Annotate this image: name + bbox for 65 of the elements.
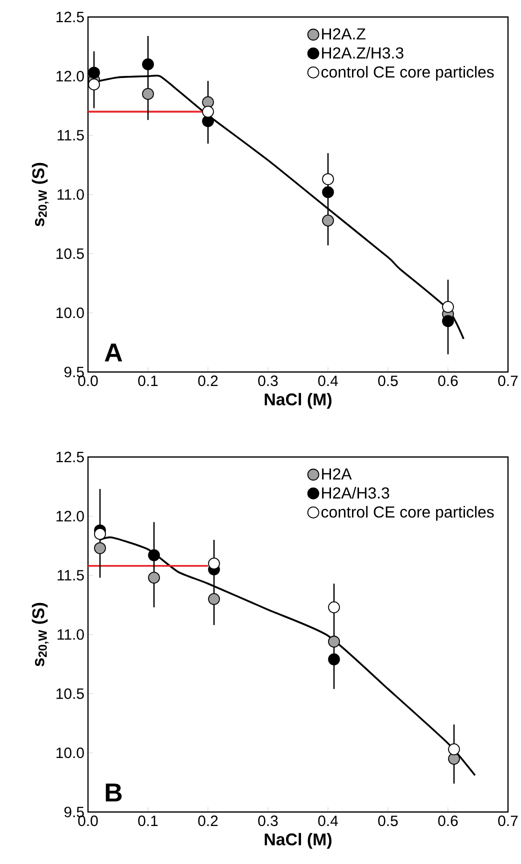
x-tick-label: 0.1 (138, 816, 158, 826)
y-tick-label: 10.0 (56, 748, 84, 758)
x-tick-label: 0.1 (138, 376, 158, 386)
legend-label: H2A (322, 468, 352, 480)
point (88, 78, 100, 90)
point (208, 593, 220, 605)
point (202, 115, 214, 128)
point (208, 558, 220, 570)
y-axis-title: s$_{20,W}$ (S) (32, 162, 49, 226)
y-tick-label: 11.5 (58, 570, 84, 581)
legend-label: control CE core particles (321, 66, 494, 81)
y-tick-label: 11.5 (58, 130, 84, 141)
y-axis-title: s$_{20,W}$ (S) (32, 602, 49, 666)
x-tick-label: 0.6 (438, 816, 458, 826)
x-tick-label: 0.7 (498, 376, 518, 386)
point (202, 96, 214, 108)
x-tick-label: 0.2 (198, 816, 218, 826)
point (328, 601, 340, 614)
legend-label: H2A/H3.3 (322, 486, 390, 499)
legend-label: control CE core particles (321, 506, 494, 521)
x-tick-label: 0.0 (78, 816, 98, 826)
y-tick-label: 10.5 (56, 688, 84, 699)
point (94, 528, 106, 540)
x-tick-label: 0.3 (258, 376, 278, 386)
y-tick-label: 11.0 (58, 189, 84, 200)
point (148, 572, 160, 584)
x-tick-label: 0.7 (498, 816, 518, 826)
annotation: A (104, 344, 122, 362)
y-tick-label: 12.5 (56, 12, 84, 22)
y-tick-label: 12.5 (56, 452, 84, 462)
legend-label: H2A.Z (322, 28, 366, 40)
x-tick-label: 0.0 (78, 376, 98, 386)
legend-label: H2A.Z/H3.3 (322, 46, 404, 59)
x-tick-label: 0.4 (318, 816, 338, 826)
x-tick-label: 0.5 (378, 376, 398, 386)
annotation: B (106, 784, 122, 802)
x-axis-title: NaCl (M) (264, 832, 332, 849)
point (142, 88, 154, 100)
x-tick-label: 0.5 (378, 816, 398, 826)
x-tick-label: 0.3 (258, 816, 278, 826)
y-tick-label: 9.5 (64, 366, 84, 378)
y-tick-label: 11.0 (58, 629, 84, 640)
y-tick-label: 12.0 (56, 70, 84, 82)
point (142, 58, 154, 70)
x-tick-label: 0.2 (198, 376, 218, 386)
point (442, 300, 454, 313)
point (442, 315, 454, 328)
x-tick-label: 0.6 (438, 376, 458, 386)
point (202, 106, 214, 118)
point (88, 66, 100, 79)
point (322, 186, 334, 198)
y-tick-label: 10.5 (56, 248, 84, 259)
point (448, 743, 460, 756)
y-tick-label: 12.0 (56, 510, 84, 522)
point (448, 752, 460, 765)
point (322, 173, 334, 186)
x-tick-label: 0.4 (318, 376, 338, 386)
point (322, 214, 334, 227)
y-tick-label: 10.0 (56, 308, 84, 318)
point (148, 549, 160, 562)
x-axis-title: NaCl (M) (264, 392, 332, 409)
point (328, 653, 340, 666)
y-tick-label: 9.5 (64, 806, 84, 818)
point (328, 636, 340, 648)
point (94, 542, 106, 554)
